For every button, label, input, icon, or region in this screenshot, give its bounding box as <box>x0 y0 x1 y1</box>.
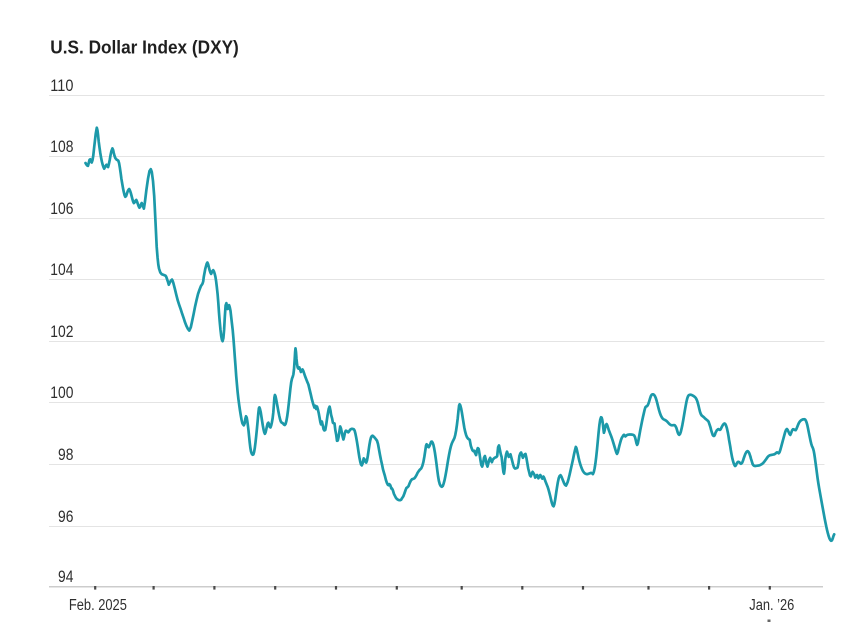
svg-text:U.S. Dollar Index (DXY): U.S. Dollar Index (DXY) <box>50 37 239 57</box>
svg-text:94: 94 <box>58 567 73 586</box>
svg-text:110: 110 <box>50 76 73 95</box>
svg-text:Jan. ’26: Jan. ’26 <box>749 597 794 614</box>
svg-text:106: 106 <box>50 199 73 218</box>
svg-text:100: 100 <box>50 383 73 402</box>
svg-text:102: 102 <box>50 322 73 341</box>
svg-text:104: 104 <box>50 260 73 279</box>
svg-text:98: 98 <box>58 445 73 464</box>
svg-text:108: 108 <box>50 137 73 156</box>
svg-text:Feb. 2025: Feb. 2025 <box>69 597 127 614</box>
svg-text:96: 96 <box>58 507 73 526</box>
